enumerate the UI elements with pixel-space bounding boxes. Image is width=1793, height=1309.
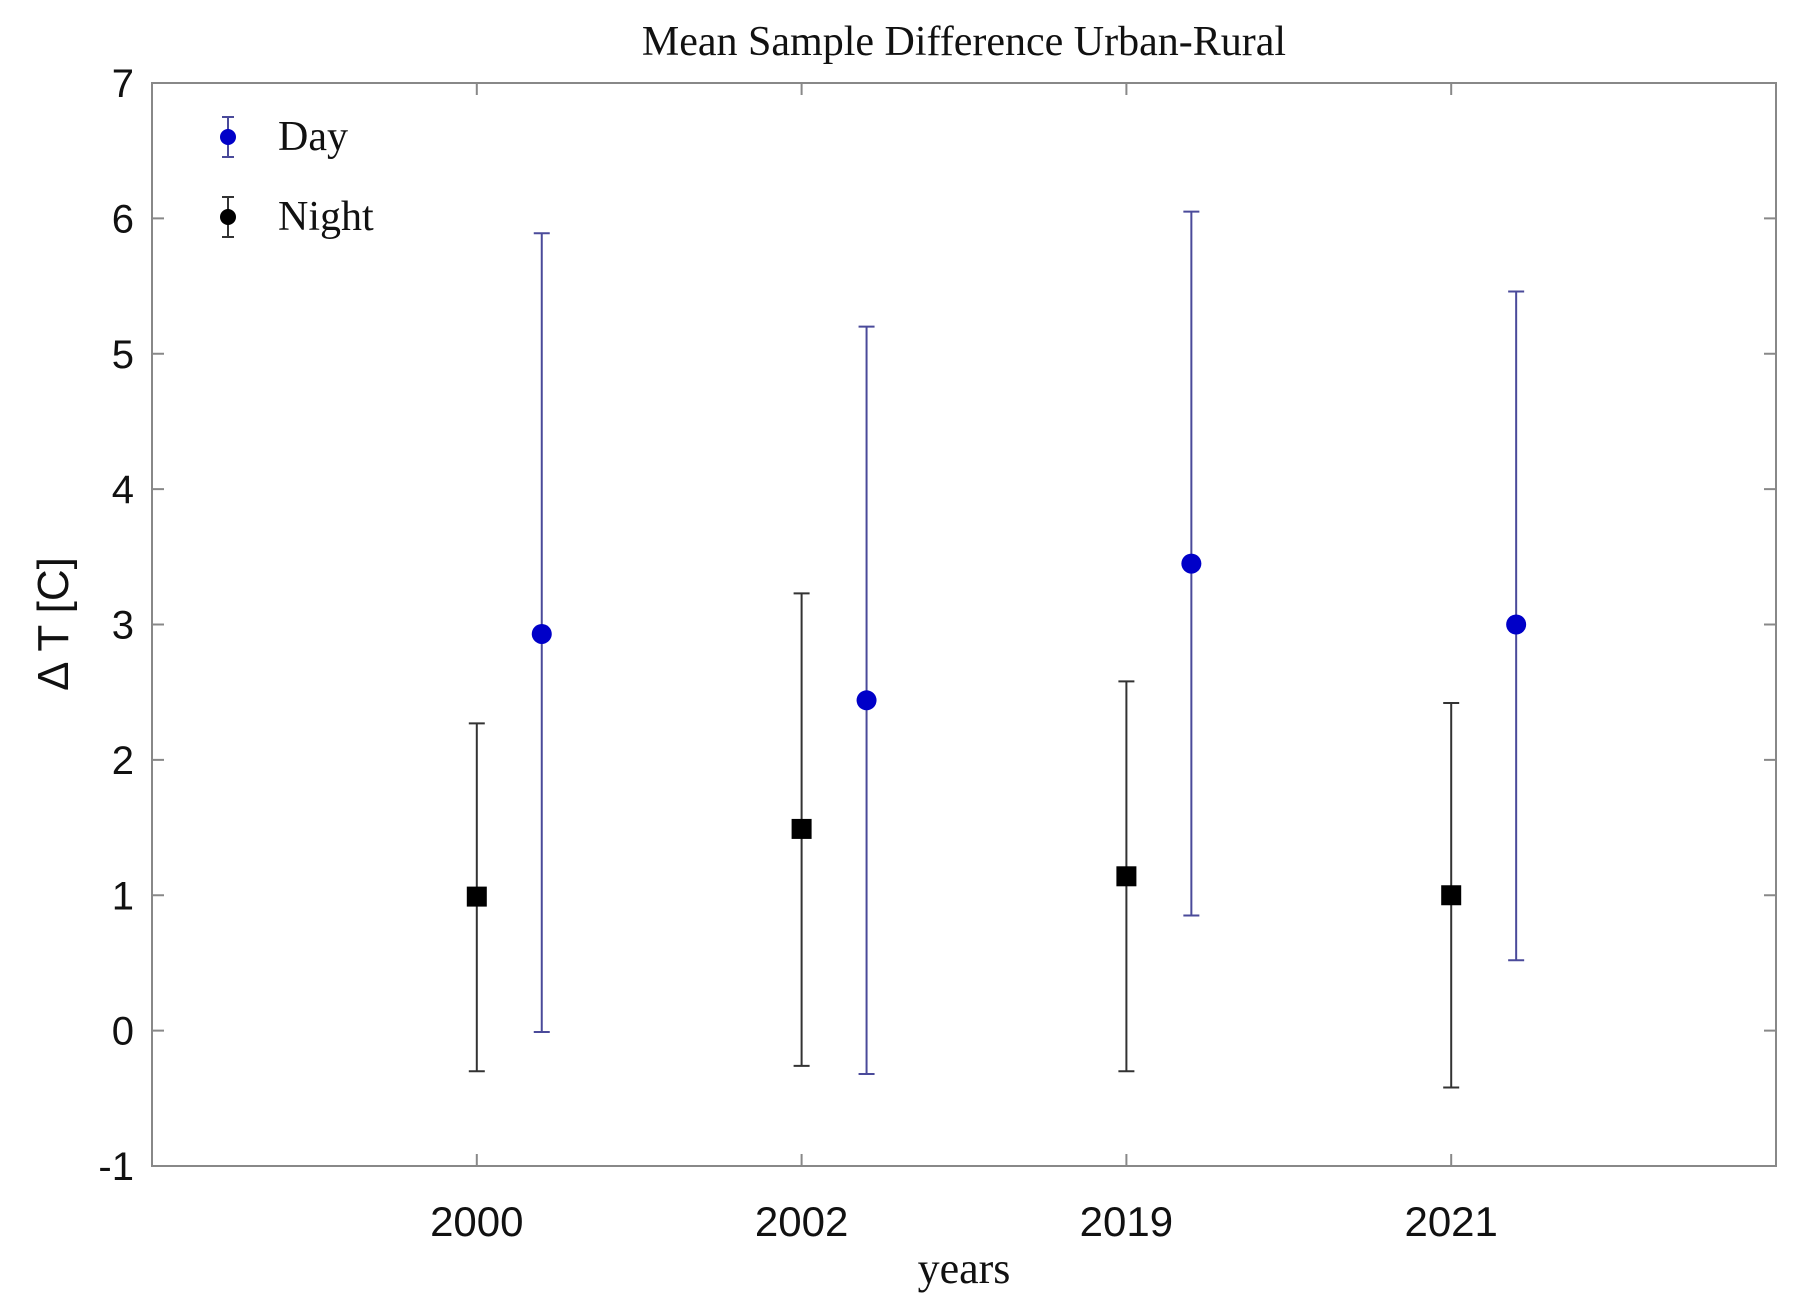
x-tick-label: 2021 [1404,1198,1497,1245]
day-marker [856,690,877,711]
night-point-2021 [1441,702,1462,1089]
y-tick-label: 5 [112,333,134,377]
legend-day-label: Day [278,114,348,160]
y-tick-label: -1 [98,1145,134,1189]
day-marker [531,623,552,644]
night-marker [1441,885,1462,906]
day-marker [1506,614,1527,635]
y-tick-label: 4 [112,468,134,512]
y-tick-label: 2 [112,739,134,783]
legend-night-label: Night [278,194,374,240]
y-tick-label: 6 [112,197,134,241]
chart-title: Mean Sample Difference Urban-Rural [642,19,1286,65]
night-marker [1116,866,1137,887]
y-axis-label: Δ T [C] [29,557,78,691]
legend-day-marker [220,129,236,145]
x-axis-label: years [918,1244,1011,1293]
night-point-2002 [791,592,812,1067]
legend: Day Night [220,114,374,240]
day-point-2002 [856,325,877,1075]
legend-night-marker [220,209,236,225]
y-tick-label: 7 [112,62,134,106]
y-tick-label: 0 [112,1010,134,1054]
night-marker [791,818,812,839]
x-tick-label: 2000 [430,1198,523,1245]
y-tick-label: 1 [112,874,134,918]
night-marker [466,886,487,907]
day-point-2021 [1506,290,1527,962]
plot-area [151,82,1777,1167]
night-point-2019 [1116,680,1137,1073]
night-point-2000 [466,722,487,1073]
day-point-2019 [1181,210,1202,917]
y-tick-label: 3 [112,604,134,648]
x-tick-label: 2019 [1080,1198,1173,1245]
day-point-2000 [531,232,552,1033]
day-marker [1181,553,1202,574]
x-tick-label: 2002 [755,1198,848,1245]
